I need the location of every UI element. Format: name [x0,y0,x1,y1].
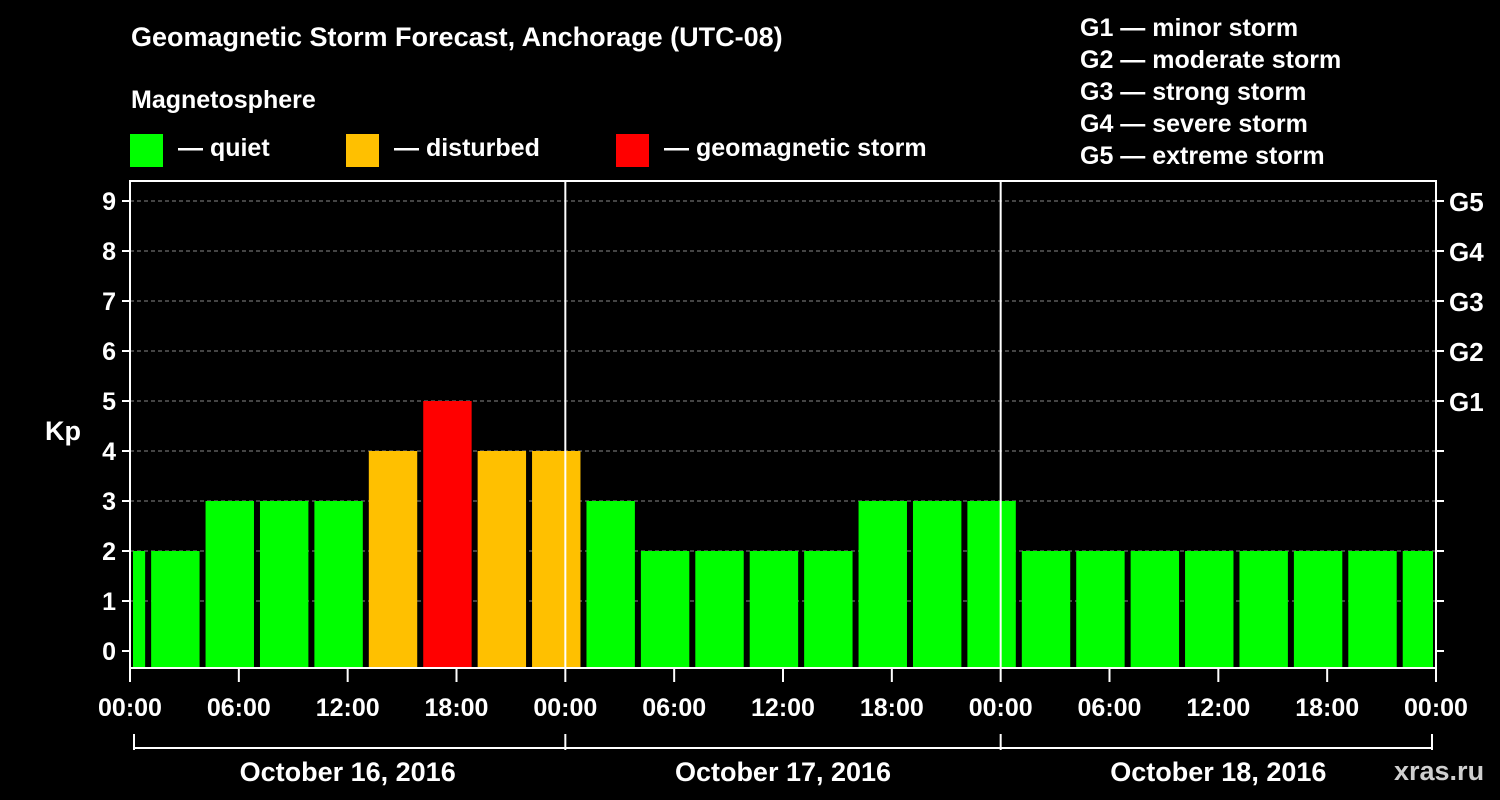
x-tick-label-3: 18:00 [425,694,489,722]
chart-title: Geomagnetic Storm Forecast, Anchorage (U… [131,22,783,52]
y-tick-label-9: 9 [102,188,116,216]
y-tick-label-5: 5 [102,388,116,416]
kp-bar-17 [1021,551,1071,668]
y-tick-label-1: 1 [102,588,116,616]
legend-heading: Magnetosphere [131,86,316,114]
x-tick-label-7: 18:00 [860,694,924,722]
date-label-0: October 16, 2016 [240,757,456,787]
x-tick-label-12: 00:00 [1404,694,1468,722]
kp-bar-7 [477,451,527,668]
x-tick-label-11: 18:00 [1295,694,1359,722]
kp-bar-1 [151,551,200,668]
y-tick-label-4: 4 [102,438,116,466]
y-tick-label-0: 0 [102,638,116,666]
kp-bar-13 [804,551,853,668]
g-scale-g1: G1 — minor storm [1080,14,1299,42]
g-level-label-g2: G2 [1449,337,1484,367]
kp-bar-9 [586,501,635,668]
legend-label-disturbed: — disturbed [394,134,540,162]
kp-bar-24 [1402,551,1433,668]
date-label-1: October 17, 2016 [675,757,891,787]
kp-bar-21 [1239,551,1288,668]
kp-bar-23 [1348,551,1397,668]
kp-bar-15 [912,501,962,668]
date-label-2: October 18, 2016 [1110,757,1326,787]
x-tick-label-0: 00:00 [98,694,162,722]
legend-swatch-storm [616,134,649,167]
g-scale-g4: G4 — severe storm [1080,110,1308,138]
credit-label: xras.ru [1394,756,1485,786]
y-tick-label-7: 7 [102,288,116,316]
kp-bar-19 [1130,551,1180,668]
x-tick-label-5: 06:00 [642,694,706,722]
kp-bar-22 [1293,551,1343,668]
y-tick-label-8: 8 [102,238,116,266]
legend-label-storm: — geomagnetic storm [664,134,927,162]
y-tick-label-3: 3 [102,488,116,516]
kp-bar-16 [967,501,1016,668]
g-level-label-g4: G4 [1449,237,1484,267]
y-tick-label-6: 6 [102,338,116,366]
kp-bar-20 [1185,551,1234,668]
x-tick-label-4: 00:00 [533,694,597,722]
x-tick-label-1: 06:00 [207,694,271,722]
g-scale-g5: G5 — extreme storm [1080,142,1325,170]
kp-bar-6 [423,401,472,668]
y-tick-label-2: 2 [102,538,116,566]
kp-bar-3 [259,501,309,668]
legend-swatch-quiet [130,134,163,167]
kp-bar-5 [368,451,418,668]
kp-bar-14 [858,501,907,668]
x-tick-label-10: 12:00 [1186,694,1250,722]
g-scale-g2: G2 — moderate storm [1080,46,1342,74]
legend-label-quiet: — quiet [178,134,270,162]
kp-bar-10 [640,551,690,668]
g-scale-g3: G3 — strong storm [1080,78,1307,106]
kp-bar-4 [314,501,363,668]
kp-bar-11 [695,551,744,668]
kp-bar-0 [133,551,146,668]
legend-swatch-disturbed [346,134,379,167]
kp-bar-2 [205,501,254,668]
x-tick-label-9: 06:00 [1078,694,1142,722]
y-axis-label: Kp [45,416,81,446]
kp-bar-12 [749,551,799,668]
x-tick-label-2: 12:00 [316,694,380,722]
kp-bar-8 [532,451,581,668]
g-level-label-g1: G1 [1449,387,1484,417]
x-tick-label-8: 00:00 [969,694,1033,722]
g-level-label-g3: G3 [1449,287,1484,317]
kp-bar-18 [1076,551,1125,668]
g-level-label-g5: G5 [1449,187,1484,217]
x-tick-label-6: 12:00 [751,694,815,722]
